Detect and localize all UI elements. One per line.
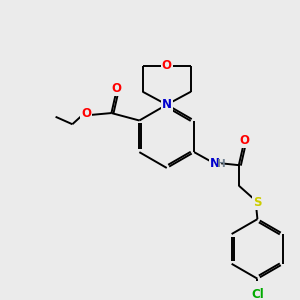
Text: O: O <box>81 107 91 121</box>
Text: N: N <box>210 157 220 170</box>
Text: S: S <box>253 196 262 209</box>
Text: N: N <box>162 98 172 111</box>
Text: O: O <box>162 59 172 72</box>
Text: O: O <box>111 82 121 95</box>
Text: H: H <box>217 159 226 169</box>
Text: O: O <box>239 134 249 148</box>
Text: Cl: Cl <box>251 288 264 300</box>
